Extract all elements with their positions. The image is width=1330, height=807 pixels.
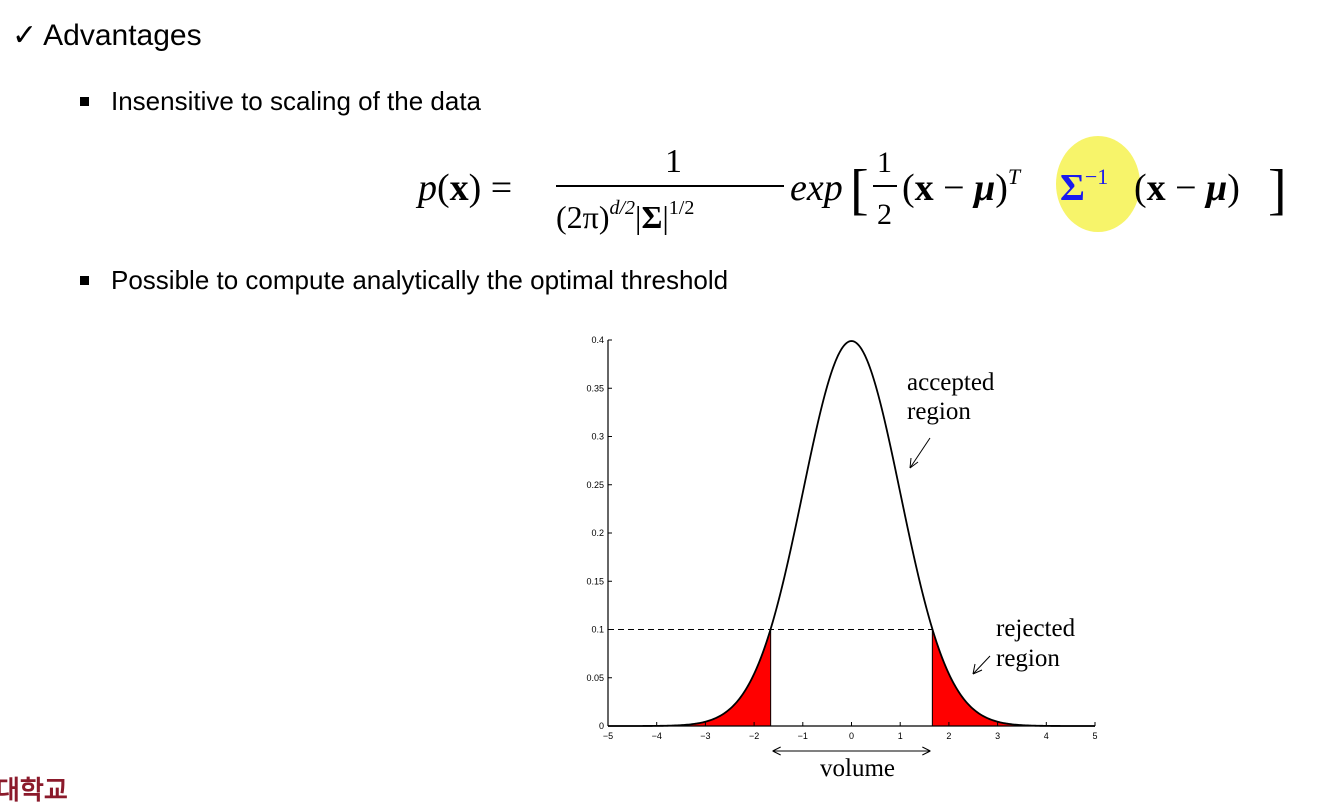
- accepted-label-line1: accepted: [907, 369, 995, 396]
- bracket-right: ]: [1268, 159, 1287, 221]
- volume-arrowhead-left: [772, 746, 781, 756]
- y-tick-label: 0.05: [586, 673, 604, 683]
- gaussian-threshold-chart: 0 0.05 0.1 0.15 0.2 0.25 0.3 0.35 0.4 −5 −4 −3 −2 −1 0…: [586, 335, 1097, 782]
- sigma-inverse: Σ−1: [1060, 164, 1108, 209]
- x-tick-label: −1: [798, 731, 808, 741]
- y-tick-label: 0.25: [586, 480, 604, 490]
- bracket-left: [: [850, 159, 869, 221]
- y-tick-label: 0.35: [586, 383, 604, 393]
- y-tick-label: 0.3: [591, 432, 604, 442]
- accepted-arrow: [909, 437, 931, 469]
- volume-arrowhead-right: [922, 746, 931, 756]
- y-tick-label: 0.1: [591, 625, 604, 635]
- check-icon: ✓: [12, 19, 38, 52]
- rejected-label-line1: rejected: [996, 615, 1076, 642]
- x-tick-label: −3: [700, 731, 710, 741]
- y-tick-label: 0.15: [586, 576, 604, 586]
- formula-term2: (x − μ): [1134, 167, 1240, 209]
- formula-denominator: (2π)d/2|Σ|1/2: [556, 197, 694, 235]
- formula-numerator: 1: [665, 143, 682, 180]
- x-tick-label: −5: [603, 731, 613, 741]
- formula-exp: exp: [790, 167, 843, 209]
- formula-lhs: p(x) =: [415, 167, 512, 209]
- gaussian-formula: p(x) = 1 (2π)d/2|Σ|1/2 exp [ 1 2 (x − μ)…: [415, 136, 1287, 235]
- rejected-arrowhead: [972, 663, 983, 675]
- bullet-item: Possible to compute analytically the opt…: [80, 265, 728, 296]
- x-tick-label: 0: [849, 731, 854, 741]
- x-tick-label: 4: [1044, 731, 1049, 741]
- rejected-fill-right: [932, 628, 1095, 726]
- density-curve: [607, 340, 1096, 727]
- x-tick-label: 3: [995, 731, 1000, 741]
- square-bullet-icon: [80, 97, 89, 106]
- volume-label: volume: [820, 755, 895, 782]
- x-tick-label: 2: [946, 731, 951, 741]
- rejected-arrow: [972, 655, 991, 675]
- rejected-fill-left: [608, 628, 771, 726]
- square-bullet-icon: [80, 276, 89, 285]
- x-tick-label: 5: [1092, 731, 1097, 741]
- y-tick-label: 0: [599, 721, 604, 731]
- x-tick-label: −4: [652, 731, 662, 741]
- heading-text: Advantages: [43, 18, 202, 52]
- accepted-arrowhead: [909, 457, 919, 469]
- heading: ✓ Advantages: [12, 18, 202, 53]
- x-tick-label: −2: [749, 731, 759, 741]
- half-numerator: 1: [877, 146, 892, 179]
- y-tick-label: 0.4: [591, 335, 604, 345]
- bullet-text: Possible to compute analytically the opt…: [111, 265, 729, 295]
- half-denominator: 2: [877, 198, 892, 231]
- formula-term1: (x − μ)T: [902, 164, 1022, 209]
- y-tick-label: 0.2: [591, 528, 604, 538]
- rejected-label-line2: region: [996, 645, 1060, 672]
- accepted-label-line2: region: [907, 398, 971, 425]
- bullet-text: Insensitive to scaling of the data: [111, 86, 482, 116]
- bullet-item: Insensitive to scaling of the data: [80, 86, 481, 117]
- highlight-mark: [1056, 136, 1140, 232]
- x-tick-label: 1: [898, 731, 903, 741]
